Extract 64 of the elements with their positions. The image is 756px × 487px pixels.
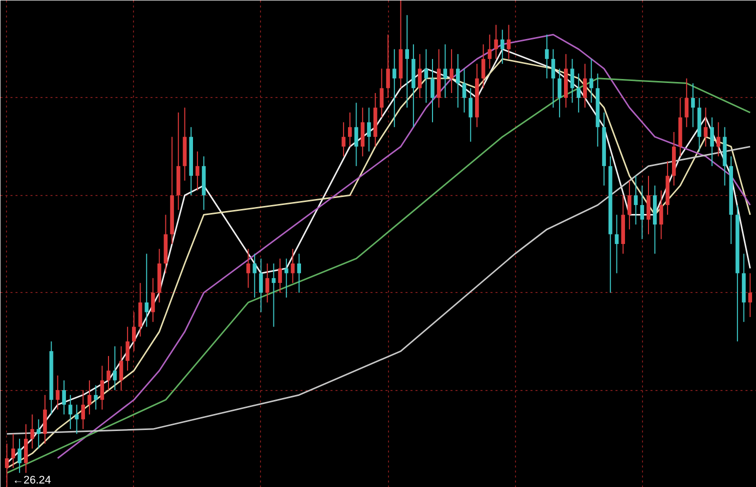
candlestick <box>126 326 130 372</box>
candlestick <box>551 48 556 108</box>
candlestick <box>488 34 492 70</box>
candlestick <box>81 390 85 430</box>
candlestick <box>418 54 422 98</box>
candlestick <box>284 258 288 298</box>
candlestick <box>716 122 720 157</box>
candlestick <box>691 82 695 128</box>
candlestick <box>583 63 587 108</box>
candlestick <box>18 438 22 474</box>
candlestick <box>481 44 486 89</box>
candlestick <box>30 414 34 450</box>
candlestick <box>443 44 448 98</box>
candlestick <box>278 258 282 294</box>
candlestick <box>659 190 664 240</box>
candlestick <box>704 107 708 148</box>
candlestick <box>62 380 66 415</box>
candlestick <box>272 262 276 328</box>
candlestick <box>151 278 155 322</box>
candlestick <box>36 418 41 450</box>
candlestick <box>468 88 473 142</box>
candlestick <box>132 312 136 352</box>
candlestick <box>462 68 466 114</box>
candlestick <box>558 68 562 118</box>
candlestick <box>570 58 574 104</box>
candlestick <box>628 180 632 230</box>
candlestick <box>4 443 9 487</box>
candlestick <box>119 346 124 391</box>
candlestick <box>576 73 581 114</box>
candlestick <box>56 374 60 410</box>
candlestick <box>252 253 257 298</box>
candlestick <box>367 107 371 152</box>
candlestick <box>106 356 110 391</box>
candlestick <box>112 346 117 391</box>
candlestick <box>259 258 263 313</box>
candlestick <box>88 380 92 415</box>
candlestick <box>144 253 149 328</box>
candlestick <box>11 433 16 469</box>
candlestick <box>640 185 644 240</box>
candlestick <box>354 102 358 167</box>
candlestick <box>748 272 752 318</box>
candlestick <box>68 394 72 430</box>
candlestick <box>265 262 270 303</box>
candlestick <box>544 34 549 79</box>
candlestick <box>392 48 396 128</box>
candlestick <box>430 58 434 123</box>
candlestick <box>494 24 498 60</box>
candlestick <box>684 78 689 128</box>
candlestick <box>424 48 428 104</box>
candlestick <box>342 122 346 157</box>
candlestick <box>196 150 200 191</box>
candlestick <box>380 68 384 118</box>
candlestick <box>348 112 352 148</box>
candlestick <box>386 34 390 98</box>
annotation: ←26.24 <box>12 474 52 486</box>
candlestick <box>456 54 460 108</box>
candlestick <box>450 48 454 94</box>
candlestick <box>74 404 79 434</box>
candlestick <box>500 29 504 64</box>
candlestick <box>710 116 714 167</box>
candlestick <box>94 384 98 410</box>
candlestick <box>100 365 104 410</box>
candlestick <box>405 14 409 108</box>
candlestick <box>297 253 301 294</box>
